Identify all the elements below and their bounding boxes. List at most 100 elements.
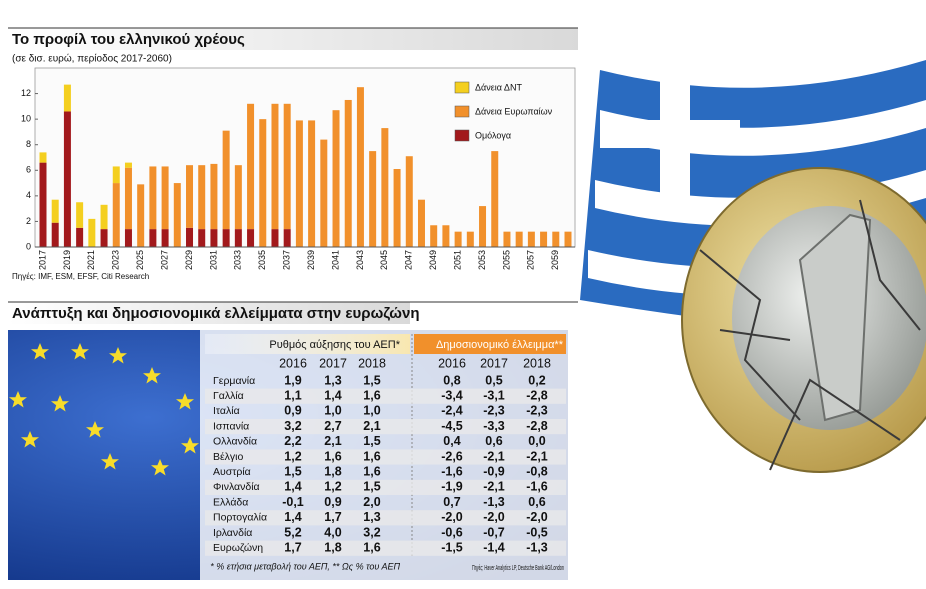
legend-swatch xyxy=(454,129,470,142)
cell: 1,5 xyxy=(363,434,380,448)
bar-segment xyxy=(442,225,450,247)
bar-segment xyxy=(320,139,328,247)
cell: 1,4 xyxy=(284,480,301,494)
bar-segment xyxy=(100,204,108,230)
cell: 2,2 xyxy=(284,434,301,448)
footnote: * % ετήσια μεταβολή του ΑΕΠ, ** Ως % του… xyxy=(210,561,400,571)
cell: -2,1 xyxy=(483,449,505,463)
bar-segment xyxy=(63,84,71,112)
cell: 0,5 xyxy=(485,373,502,387)
group-header-bg xyxy=(414,334,566,354)
cell: -2,0 xyxy=(483,510,505,524)
cell: -0,9 xyxy=(483,464,505,478)
cell: -2,3 xyxy=(526,404,548,418)
euro-coin xyxy=(681,167,926,473)
bar-segment xyxy=(222,130,230,230)
cell: -1,3 xyxy=(526,540,548,554)
row-label: Ελλάδα xyxy=(213,496,248,508)
bar-segment xyxy=(283,103,291,230)
y-tick-label: 0 xyxy=(26,241,31,251)
bar-segment xyxy=(417,199,425,247)
cell: 1,7 xyxy=(284,540,301,554)
cell: 1,0 xyxy=(324,404,341,418)
bar-segment xyxy=(344,99,352,247)
cell: 3,2 xyxy=(284,419,301,433)
x-tick-label: 2041 xyxy=(330,250,340,270)
row-label: Ισπανία xyxy=(213,420,249,432)
cell: -0,1 xyxy=(282,495,304,509)
legend-swatch xyxy=(454,81,470,94)
cell: -4,5 xyxy=(441,419,463,433)
bar-segment xyxy=(198,165,206,230)
cell: -2,1 xyxy=(526,449,548,463)
cell: 0,9 xyxy=(284,404,301,418)
bar-segment xyxy=(369,151,377,247)
x-tick-label: 2023 xyxy=(111,250,121,270)
bar-segment xyxy=(51,199,59,223)
cell: 0,6 xyxy=(485,434,502,448)
x-tick-label: 2025 xyxy=(135,250,145,270)
bar-segment xyxy=(76,202,84,228)
bar-segment xyxy=(186,165,194,228)
cell: 1,5 xyxy=(363,373,380,387)
bar-segment xyxy=(210,229,218,247)
cell: 2,7 xyxy=(324,419,341,433)
cell: 4,0 xyxy=(324,525,341,539)
cell: -2,1 xyxy=(483,480,505,494)
group-header-bg xyxy=(205,334,410,354)
row-label: Πορτογαλία xyxy=(213,512,267,524)
chart-subtitle: (σε δισ. ευρώ, περίοδος 2017-2060) xyxy=(12,53,172,65)
bar-segment xyxy=(149,229,157,247)
bar-segment xyxy=(173,183,181,247)
bar-segment xyxy=(552,231,560,247)
bar-segment xyxy=(149,166,157,230)
cell: 3,2 xyxy=(363,525,380,539)
column-header: 2016 xyxy=(279,356,307,370)
cell: -3,4 xyxy=(441,388,463,402)
cell: 1,1 xyxy=(284,388,301,402)
x-tick-label: 2021 xyxy=(86,250,96,270)
cell: -3,3 xyxy=(483,419,505,433)
x-tick-label: 2029 xyxy=(184,250,194,270)
bar-segment xyxy=(210,163,218,230)
x-tick-label: 2059 xyxy=(550,250,560,270)
x-tick-label: 2039 xyxy=(306,250,316,270)
x-tick-label: 2035 xyxy=(257,250,267,270)
bar-segment xyxy=(76,227,84,247)
bar-segment xyxy=(112,166,120,184)
bar-segment xyxy=(124,162,132,168)
cell: 1,5 xyxy=(284,464,301,478)
bar-segment xyxy=(564,231,572,247)
row-label: Ολλανδία xyxy=(213,436,257,448)
y-tick-label: 10 xyxy=(21,114,31,124)
cell: -1,3 xyxy=(483,495,505,509)
cell: 1,3 xyxy=(363,510,380,524)
bar-segment xyxy=(198,229,206,247)
row-stripe xyxy=(205,449,566,465)
cell: 0,6 xyxy=(528,495,545,509)
bar-segment xyxy=(295,120,303,247)
cell: 1,7 xyxy=(324,510,341,524)
cell: -2,8 xyxy=(526,419,548,433)
row-stripe xyxy=(205,419,566,435)
x-tick-label: 2027 xyxy=(159,250,169,270)
y-tick-label: 2 xyxy=(26,216,31,226)
bar-segment xyxy=(491,151,499,247)
chart: 0 2 4 6 8 10 12 2017 2019 2021 2023 2025 2027 2029 203… xyxy=(21,81,575,270)
bar-segment xyxy=(283,229,291,247)
cell: 1,8 xyxy=(324,540,341,554)
row-label: Ιταλία xyxy=(213,405,240,417)
bar-segment xyxy=(39,152,47,163)
bar-segment xyxy=(515,231,523,247)
bar-segment xyxy=(454,231,462,247)
bar-segment xyxy=(479,206,487,247)
bar-segment xyxy=(234,165,242,230)
cell: -2,4 xyxy=(441,404,463,418)
column-header: 2017 xyxy=(480,356,508,370)
x-tick-label: 2045 xyxy=(379,250,389,270)
cell: -0,6 xyxy=(441,525,463,539)
cell: 0,9 xyxy=(324,495,341,509)
title-bar xyxy=(8,302,410,324)
bar-segment xyxy=(381,128,389,247)
bar-segment xyxy=(393,169,401,247)
